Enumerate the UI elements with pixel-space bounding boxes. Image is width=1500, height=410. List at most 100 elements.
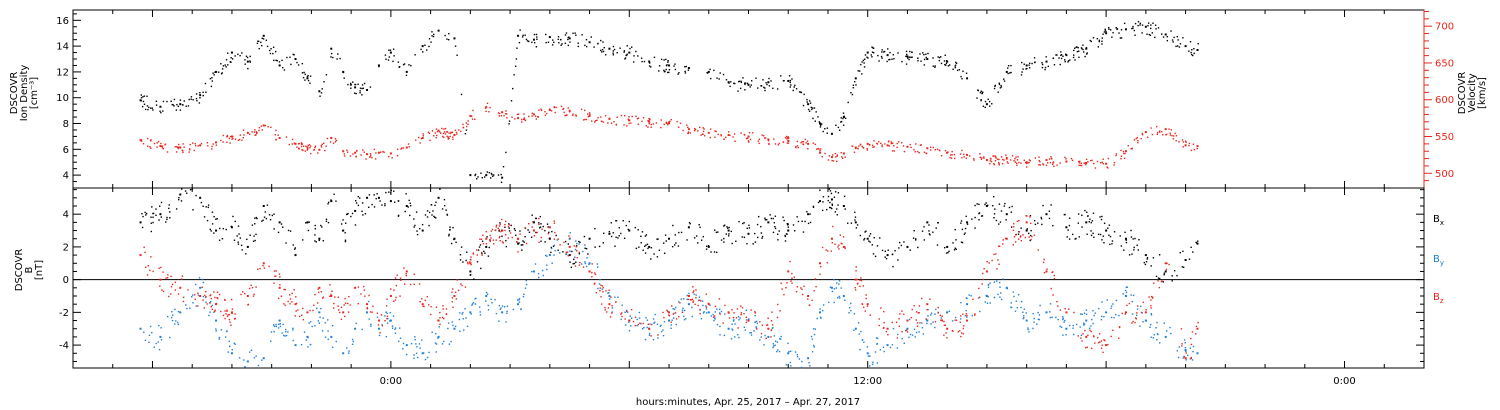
data-point [495, 312, 498, 315]
data-point [1192, 350, 1194, 353]
data-point [410, 64, 412, 67]
data-point [528, 40, 530, 43]
data-point [1053, 165, 1055, 168]
data-point [1042, 163, 1044, 165]
data-point [275, 139, 277, 141]
data-point [203, 216, 206, 218]
data-point [531, 112, 534, 114]
data-point [518, 298, 521, 300]
data-point [828, 188, 831, 190]
data-point [693, 237, 696, 239]
data-point [521, 36, 524, 38]
data-point [215, 302, 218, 305]
data-point [1131, 300, 1133, 303]
data-point [316, 307, 318, 310]
data-point [791, 272, 793, 275]
data-point [662, 311, 664, 314]
data-point [1015, 156, 1017, 158]
data-point [1015, 162, 1018, 164]
data-point [842, 236, 845, 238]
data-point [273, 325, 276, 328]
data-point [470, 256, 472, 258]
data-point [385, 305, 388, 307]
data-point [540, 236, 542, 239]
data-point [843, 195, 846, 198]
data-point [326, 137, 329, 140]
data-point [269, 219, 272, 221]
data-point [984, 203, 986, 206]
data-point [637, 323, 640, 326]
data-point [560, 44, 562, 46]
data-point [146, 95, 148, 97]
data-point [728, 233, 730, 235]
data-point [587, 253, 589, 255]
data-point [599, 287, 601, 289]
data-point [505, 110, 507, 112]
data-point [1132, 27, 1134, 29]
data-point [475, 249, 478, 251]
data-point [1170, 30, 1172, 32]
data-point [1028, 159, 1031, 161]
data-point [1011, 155, 1014, 157]
data-point [1150, 265, 1152, 267]
axis-label-line: [km/s] [1477, 77, 1488, 109]
data-point [1139, 325, 1141, 327]
data-point [876, 142, 878, 145]
data-point [500, 115, 503, 117]
data-point [1139, 24, 1141, 26]
data-point [691, 315, 693, 318]
data-point [962, 70, 964, 73]
data-point [778, 338, 781, 340]
data-point [274, 133, 277, 136]
data-point [920, 60, 922, 62]
data-point [1003, 80, 1006, 82]
data-point [501, 235, 503, 237]
data-point [343, 304, 345, 306]
data-point [603, 46, 605, 49]
data-point [1004, 202, 1006, 205]
data-point [716, 308, 718, 310]
data-point [960, 220, 963, 222]
data-point [1101, 301, 1103, 303]
data-point [974, 216, 976, 219]
data-point [911, 308, 913, 311]
data-point [306, 221, 309, 224]
data-point [325, 145, 327, 147]
data-point [742, 77, 744, 79]
data-point [1182, 141, 1185, 143]
data-point [169, 217, 171, 219]
data-point [1195, 333, 1197, 335]
data-point [738, 336, 740, 339]
data-point [916, 322, 919, 324]
data-point [250, 349, 253, 352]
data-point [352, 340, 354, 343]
data-point [258, 47, 260, 50]
data-point [230, 298, 233, 301]
data-point [193, 149, 195, 152]
data-point [497, 112, 500, 114]
data-point [1190, 356, 1192, 359]
data-point [166, 216, 168, 219]
data-point [333, 193, 335, 195]
data-point [404, 210, 406, 213]
data-point [244, 59, 246, 61]
data-point [1124, 152, 1126, 155]
data-point [830, 198, 833, 201]
data-point [573, 262, 576, 265]
data-point [1156, 321, 1158, 324]
data-point [1058, 57, 1060, 59]
data-point [429, 139, 431, 142]
data-point [683, 298, 685, 300]
data-point [291, 138, 294, 141]
data-point [883, 50, 886, 53]
data-point [667, 59, 669, 62]
data-point [1088, 221, 1090, 223]
data-point [1081, 340, 1083, 342]
data-point [285, 334, 288, 337]
data-point [275, 59, 277, 62]
data-point [512, 308, 515, 311]
data-point [362, 87, 365, 89]
data-point [632, 320, 635, 323]
data-point [878, 324, 880, 327]
data-point [242, 136, 244, 139]
